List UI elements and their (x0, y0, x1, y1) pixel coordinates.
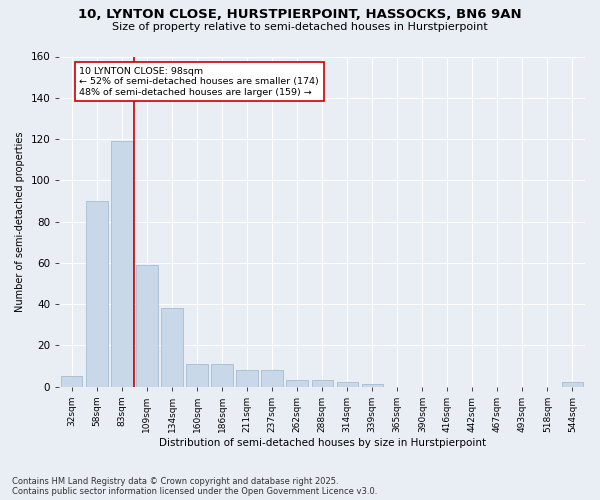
Bar (187, 364, 208, 386)
Bar (337, 382, 358, 386)
Bar (236, 370, 258, 386)
Bar (61, 376, 82, 386)
Bar (262, 370, 283, 386)
Bar (311, 380, 333, 386)
Bar (562, 382, 583, 386)
Bar (211, 364, 233, 386)
Y-axis label: Number of semi-detached properties: Number of semi-detached properties (15, 132, 25, 312)
Text: Size of property relative to semi-detached houses in Hurstpierpoint: Size of property relative to semi-detach… (112, 22, 488, 32)
Bar (111, 141, 133, 386)
Text: 10 LYNTON CLOSE: 98sqm
← 52% of semi-detached houses are smaller (174)
48% of se: 10 LYNTON CLOSE: 98sqm ← 52% of semi-det… (79, 67, 319, 96)
Bar (362, 384, 383, 386)
Bar (286, 380, 308, 386)
Text: 10, LYNTON CLOSE, HURSTPIERPOINT, HASSOCKS, BN6 9AN: 10, LYNTON CLOSE, HURSTPIERPOINT, HASSOC… (78, 8, 522, 20)
Bar (136, 265, 158, 386)
Bar (161, 308, 182, 386)
X-axis label: Distribution of semi-detached houses by size in Hurstpierpoint: Distribution of semi-detached houses by … (158, 438, 486, 448)
Text: Contains HM Land Registry data © Crown copyright and database right 2025.
Contai: Contains HM Land Registry data © Crown c… (12, 476, 377, 496)
Bar (86, 201, 107, 386)
